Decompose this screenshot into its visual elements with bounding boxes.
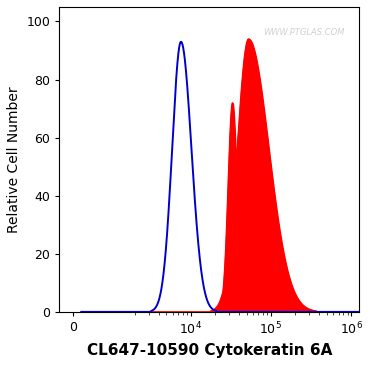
X-axis label: CL647-10590 Cytokeratin 6A: CL647-10590 Cytokeratin 6A — [87, 343, 332, 358]
Text: WWW.PTGLAS.COM: WWW.PTGLAS.COM — [263, 28, 345, 37]
Y-axis label: Relative Cell Number: Relative Cell Number — [7, 86, 21, 233]
